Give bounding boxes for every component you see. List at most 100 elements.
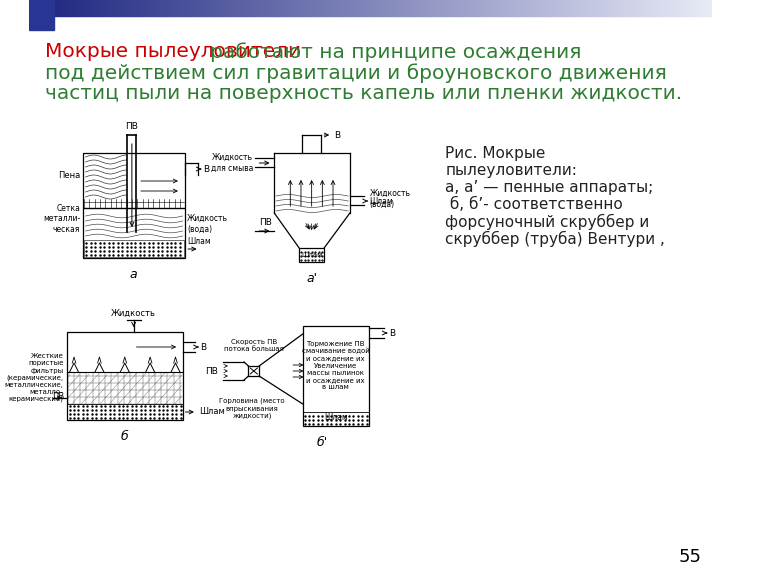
Bar: [533, 0, 534, 16]
Bar: [479, 0, 480, 16]
Bar: [680, 0, 681, 16]
Bar: [642, 0, 643, 16]
Bar: [330, 0, 331, 16]
Bar: [290, 0, 291, 16]
Bar: [167, 0, 168, 16]
Bar: [325, 0, 326, 16]
Bar: [187, 0, 188, 16]
Bar: [670, 0, 671, 16]
Bar: [252, 0, 253, 16]
Bar: [405, 0, 406, 16]
Bar: [140, 0, 141, 16]
Bar: [373, 0, 374, 16]
Text: частиц пыли на поверхность капель или пленки жидкости.: частиц пыли на поверхность капель или пл…: [45, 84, 682, 103]
Bar: [621, 0, 622, 16]
Text: В: В: [203, 165, 209, 173]
Bar: [551, 0, 552, 16]
Bar: [145, 0, 146, 16]
Bar: [228, 0, 229, 16]
Bar: [437, 0, 438, 16]
Bar: [392, 0, 393, 16]
Bar: [317, 0, 318, 16]
Bar: [50, 0, 51, 16]
Bar: [583, 0, 584, 16]
Bar: [496, 0, 497, 16]
Bar: [42, 0, 43, 16]
Bar: [278, 0, 279, 16]
Bar: [113, 0, 114, 16]
Bar: [63, 0, 65, 16]
Bar: [465, 0, 466, 16]
Bar: [160, 0, 161, 16]
Bar: [472, 0, 473, 16]
Bar: [305, 0, 306, 16]
Bar: [60, 0, 61, 16]
Bar: [693, 0, 694, 16]
Bar: [98, 0, 99, 16]
Bar: [131, 0, 132, 16]
Bar: [511, 0, 512, 16]
Bar: [104, 0, 105, 16]
Bar: [320, 0, 322, 16]
Bar: [185, 0, 186, 16]
Bar: [424, 0, 425, 16]
Bar: [314, 0, 315, 16]
Bar: [560, 0, 561, 16]
Text: Жидкость
(вода): Жидкость (вода): [187, 214, 228, 234]
Bar: [363, 0, 364, 16]
Bar: [500, 0, 502, 16]
Bar: [300, 248, 324, 262]
Bar: [395, 0, 396, 16]
Bar: [245, 0, 246, 16]
Bar: [284, 0, 285, 16]
Bar: [545, 0, 546, 16]
Bar: [364, 0, 365, 16]
Bar: [518, 0, 519, 16]
Bar: [347, 0, 348, 16]
Bar: [243, 0, 244, 16]
Bar: [577, 0, 578, 16]
Bar: [343, 0, 344, 16]
Text: ПВ: ПВ: [205, 366, 218, 376]
Bar: [168, 0, 169, 16]
Bar: [108, 0, 109, 16]
Bar: [520, 0, 521, 16]
Bar: [268, 0, 269, 16]
Text: Сетка
металли-
ческая: Сетка металли- ческая: [43, 204, 81, 234]
Bar: [333, 0, 334, 16]
Bar: [438, 0, 439, 16]
Bar: [177, 0, 178, 16]
Bar: [70, 0, 71, 16]
Text: 55: 55: [678, 548, 701, 566]
Bar: [53, 0, 54, 16]
Bar: [172, 0, 173, 16]
Bar: [239, 0, 240, 16]
Bar: [575, 0, 576, 16]
Bar: [542, 0, 543, 16]
Bar: [490, 0, 491, 16]
Bar: [362, 0, 363, 16]
Bar: [399, 0, 400, 16]
Bar: [435, 0, 436, 16]
Bar: [688, 0, 689, 16]
Bar: [234, 0, 235, 16]
Bar: [128, 0, 129, 16]
Bar: [595, 0, 597, 16]
Bar: [610, 0, 611, 16]
Bar: [681, 0, 682, 16]
Text: В: В: [334, 131, 340, 139]
Bar: [544, 0, 545, 16]
Bar: [375, 0, 376, 16]
Bar: [415, 0, 417, 16]
Bar: [356, 0, 357, 16]
Bar: [608, 0, 609, 16]
Bar: [336, 0, 337, 16]
Text: б, б’- соответственно: б, б’- соответственно: [445, 197, 623, 212]
Bar: [170, 0, 171, 16]
Bar: [184, 0, 185, 16]
Bar: [152, 0, 154, 16]
Bar: [599, 0, 600, 16]
Bar: [503, 0, 504, 16]
Bar: [614, 0, 615, 16]
Bar: [352, 0, 353, 16]
